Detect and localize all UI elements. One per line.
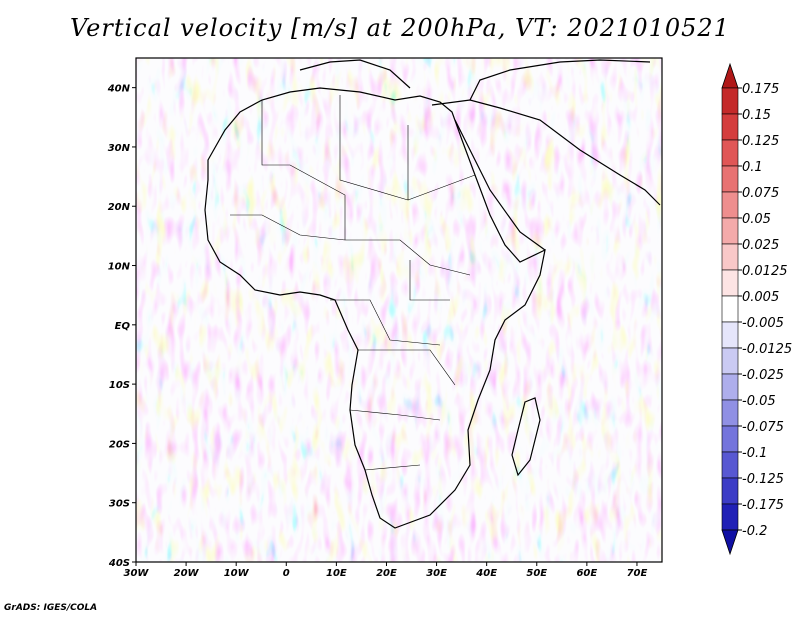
- colorbar-swatch: [721, 165, 739, 193]
- colorbar-swatch: [721, 347, 739, 375]
- colorbar-label: -0.075: [742, 420, 784, 435]
- colorbar-label: -0.0125: [742, 342, 792, 357]
- grads-credit: GrADS: IGES/COLA: [4, 603, 98, 613]
- longitude-axis: 30W 20W 10W 0 10E 20E 30E 40E 50E 60E 70E: [124, 562, 648, 579]
- colorbar-label: -0.125: [742, 472, 784, 487]
- vertical-velocity-field: [136, 58, 662, 562]
- lon-label: 0: [283, 568, 290, 579]
- lon-label: 10W: [224, 568, 250, 579]
- lat-label: 10S: [109, 380, 130, 391]
- plot-frame: [135, 57, 663, 563]
- colorbar-label: -0.005: [742, 316, 784, 331]
- lon-label: 20E: [376, 568, 397, 579]
- colorbar-swatch: [721, 269, 739, 297]
- colorbar-label: -0.05: [742, 394, 776, 409]
- lat-label: 40S: [108, 558, 130, 569]
- colorbar: 0.175 0.15 0.125 0.1 0.075 0.05 0.025 0.0125 0.0…: [721, 62, 792, 556]
- colorbar-swatch: [721, 243, 739, 271]
- colorbar-label: 0.1: [742, 160, 763, 175]
- lon-label: 30E: [426, 568, 447, 579]
- colorbar-label: -0.2: [742, 524, 767, 539]
- latitude-axis: 40N 30N 20N 10N EQ 10S 20S 30S 40S: [107, 84, 136, 569]
- colorbar-swatch: [721, 139, 739, 167]
- colorbar-swatch: [721, 113, 739, 141]
- colorbar-label: 0.0125: [742, 264, 788, 279]
- lat-label: 30N: [108, 143, 131, 154]
- lat-label: 20S: [109, 439, 130, 450]
- colorbar-label: -0.025: [742, 368, 784, 383]
- colorbar-swatch: [721, 321, 739, 349]
- colorbar-swatch: [721, 373, 739, 401]
- lat-label: 10N: [108, 262, 131, 273]
- colorbar-label: -0.175: [742, 498, 784, 513]
- colorbar-swatch: [721, 503, 739, 531]
- country-borders: [230, 95, 476, 471]
- colorbar-min-arrow: [721, 529, 739, 556]
- lat-label: 30S: [109, 499, 130, 510]
- colorbar-label: 0.05: [742, 212, 771, 227]
- lat-label: 20N: [108, 202, 131, 213]
- lat-label: 40N: [107, 84, 131, 95]
- colorbar-swatch: [721, 295, 739, 323]
- lon-label: 40E: [475, 568, 497, 579]
- colorbar-max-arrow: [721, 62, 739, 89]
- map-title: Vertical velocity [m/s] at 200hPa, VT: 2…: [70, 14, 730, 42]
- colorbar-label: -0.1: [742, 446, 767, 461]
- colorbar-swatch: [721, 399, 739, 427]
- lon-label: 20W: [174, 568, 200, 579]
- lat-label: EQ: [115, 321, 131, 332]
- colorbar-swatch: [721, 477, 739, 505]
- colorbar-label: 0.175: [742, 82, 779, 97]
- colorbar-swatch: [721, 451, 739, 479]
- colorbar-label: 0.15: [742, 108, 771, 123]
- colorbar-swatch: [721, 425, 739, 453]
- colorbar-swatch: [721, 87, 739, 115]
- lon-label: 60E: [576, 568, 597, 579]
- lon-label: 30W: [124, 568, 150, 579]
- colorbar-label: 0.125: [742, 134, 779, 149]
- lon-label: 70E: [627, 568, 648, 579]
- lon-label: 50E: [526, 568, 547, 579]
- coastlines: [204, 59, 661, 529]
- colorbar-label: 0.005: [742, 290, 779, 305]
- colorbar-label: 0.075: [742, 186, 779, 201]
- colorbar-swatch: [721, 217, 739, 245]
- colorbar-label: 0.025: [742, 238, 779, 253]
- colorbar-swatch: [721, 191, 739, 219]
- lon-label: 10E: [326, 568, 347, 579]
